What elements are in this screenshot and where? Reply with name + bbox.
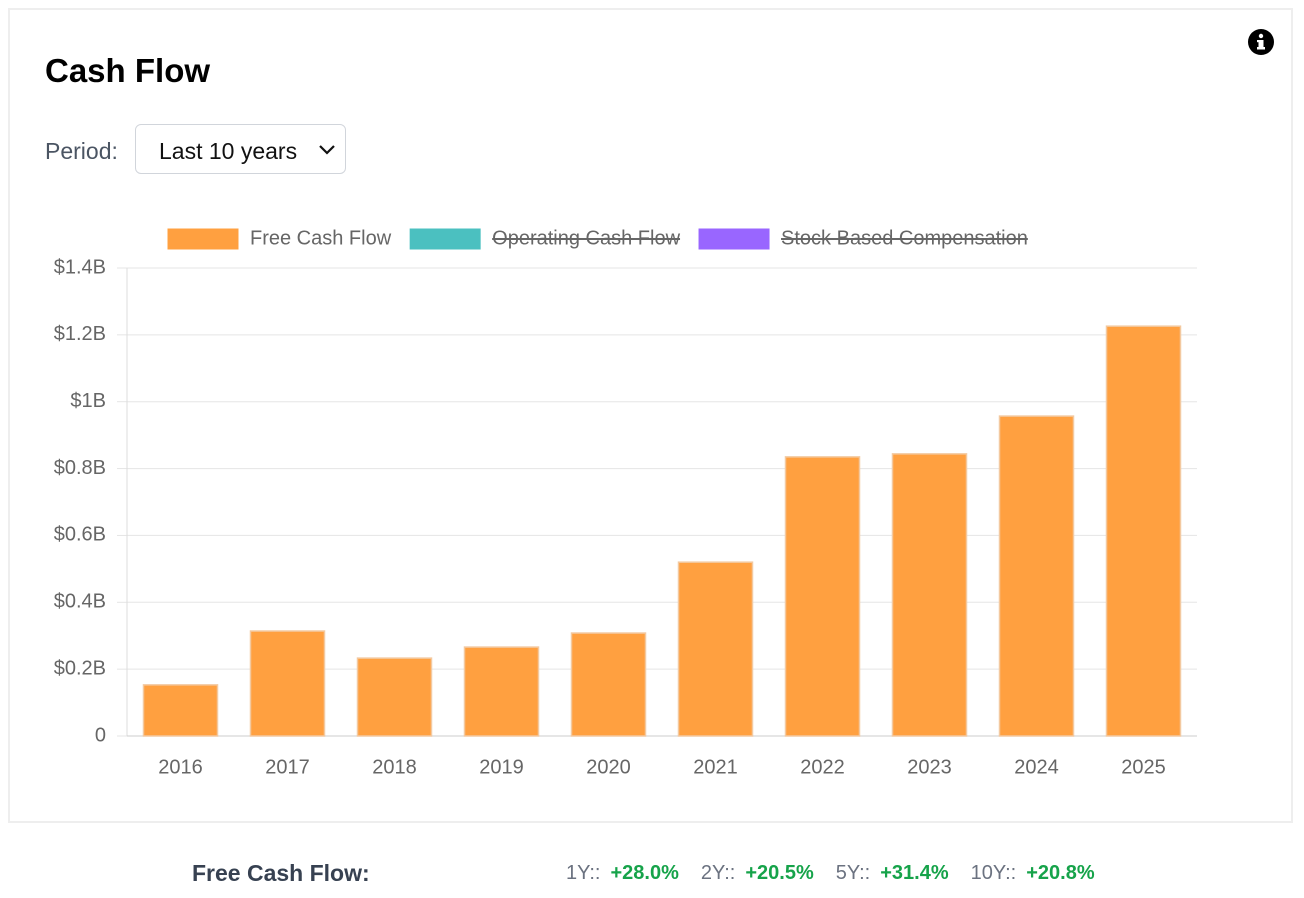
stat: 5Y:: +31.4%	[836, 862, 949, 885]
stat-label: 1Y::	[566, 862, 601, 884]
stat-value: +28.0%	[610, 862, 679, 884]
y-tick-label: $0.6B	[54, 524, 106, 546]
x-tick-label: 2023	[907, 756, 952, 778]
bar	[677, 561, 754, 737]
stat-value: +20.8%	[1026, 862, 1095, 884]
x-tick-label: 2020	[586, 756, 631, 778]
period-value: Last 10 years	[159, 138, 298, 164]
x-tick-label: 2018	[372, 756, 417, 778]
x-tick-label: 2019	[479, 756, 524, 778]
period-label: Period:	[45, 138, 118, 164]
x-tick-label: 2017	[265, 756, 310, 778]
x-tick-label: 2021	[693, 756, 738, 778]
stat-label: 10Y::	[970, 862, 1017, 884]
bar	[356, 657, 433, 737]
stat-label: 2Y::	[700, 862, 736, 884]
chevron	[319, 145, 335, 155]
stat: 1Y:: +28.0%	[566, 862, 679, 885]
x-tick-label: 2022	[800, 756, 845, 778]
bar	[1105, 325, 1182, 737]
info-icon[interactable]	[1247, 28, 1275, 56]
bar	[998, 415, 1075, 737]
stat: 10Y:: +20.8%	[971, 862, 1095, 885]
bar	[570, 632, 647, 737]
stat-value: +20.5%	[745, 862, 814, 884]
y-tick-label: 0	[95, 724, 106, 746]
bar	[142, 684, 219, 737]
stat: 2Y:: +20.5%	[701, 862, 814, 885]
y-tick-label: $1.2B	[54, 323, 106, 345]
y-tick-label: $0.4B	[54, 591, 106, 613]
stats: 1Y:: +28.0% 2Y:: +20.5% 5Y:: +31.4% 10Y:: +20.8…	[566, 862, 1095, 885]
y-tick-label: $1B	[70, 390, 106, 412]
legend-label: Free Cash Flow	[250, 227, 392, 249]
footer-label: Free Cash Flow:	[192, 860, 370, 886]
bar	[463, 646, 540, 737]
x-tick-label: 2025	[1121, 756, 1166, 778]
title: Cash Flow	[45, 52, 211, 89]
legend-swatch	[166, 227, 240, 251]
y-tick-label: $0.2B	[54, 657, 106, 679]
footer: Free Cash Flow: 1Y:: +28.0% 2Y:: +20.5% 5Y::…	[0, 860, 1304, 890]
stat-value: +31.4%	[880, 862, 949, 884]
chart: 0 $0.2B $0.4B $0.6B $0.8B $1B $1.2B $1.4B 2016 20…	[54, 227, 1197, 778]
y-tick-label: $1.4B	[54, 256, 106, 278]
legend-swatch	[697, 227, 771, 251]
x-tick-label: 2016	[158, 756, 203, 778]
legend-swatch	[408, 227, 482, 251]
card	[8, 8, 1293, 823]
bar	[249, 630, 326, 737]
bar	[784, 456, 861, 737]
x-tick-label: 2024	[1014, 756, 1059, 778]
bar	[891, 453, 968, 737]
stat-label: 5Y::	[835, 862, 871, 884]
period-select[interactable]: Last 10 years	[135, 124, 346, 174]
y-tick-label: $0.8B	[54, 457, 106, 479]
